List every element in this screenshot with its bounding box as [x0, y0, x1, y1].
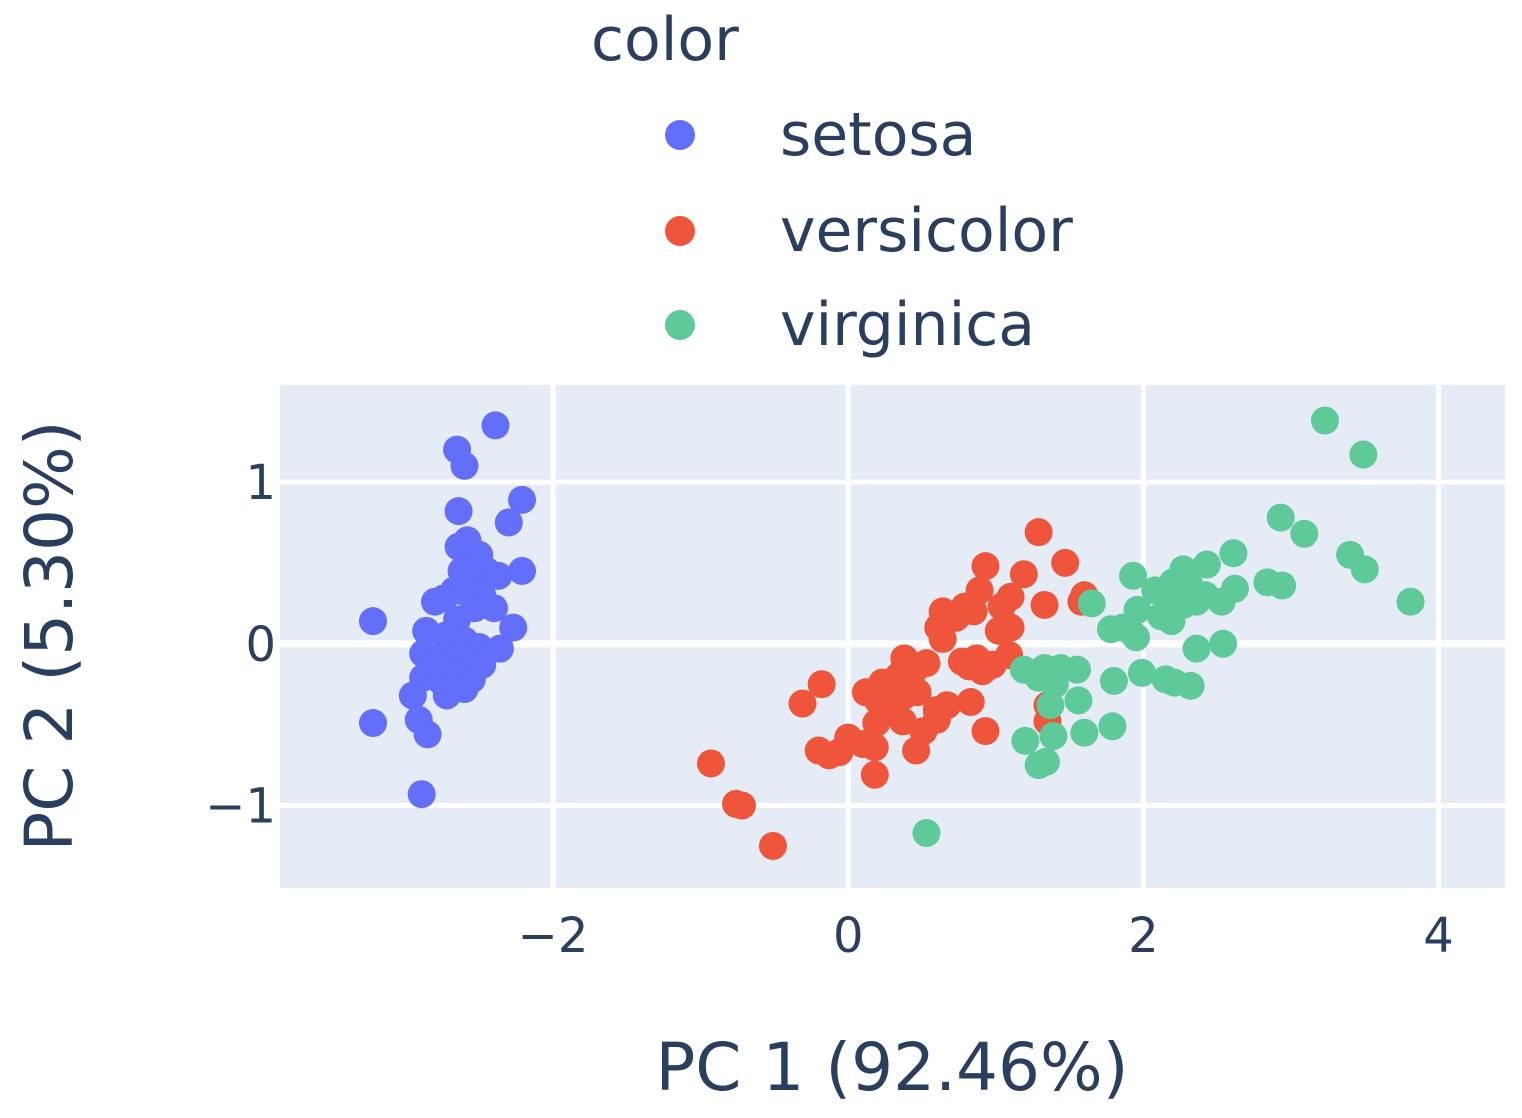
data-point-virginica [1176, 671, 1205, 700]
legend-label-setosa: setosa [780, 100, 976, 170]
data-point-setosa [480, 594, 509, 623]
data-point-setosa [485, 634, 514, 663]
data-point-versicolor [862, 709, 891, 738]
data-point-virginica [1219, 539, 1248, 568]
x-tick-label: −2 [518, 908, 589, 964]
data-point-setosa [494, 508, 523, 537]
data-point-versicolor [971, 717, 1000, 746]
data-point-setosa [465, 540, 494, 569]
data-point-virginica [1192, 550, 1221, 579]
data-point-setosa [358, 709, 387, 738]
data-point-virginica [1039, 721, 1068, 750]
data-point-virginica [912, 819, 941, 848]
y-tick-label: 1 [245, 455, 276, 511]
data-point-setosa [423, 647, 452, 676]
data-point-versicolor [860, 760, 889, 789]
data-point-versicolor [928, 624, 957, 653]
data-point-versicolor [815, 741, 844, 770]
legend-title: color [591, 5, 739, 75]
data-point-virginica [1127, 658, 1156, 687]
data-point-versicolor [902, 736, 931, 765]
data-point-versicolor [1030, 590, 1059, 619]
data-point-virginica [1209, 629, 1238, 658]
legend: color setosa versicolor virginica [591, 5, 1073, 360]
data-point-virginica [1350, 555, 1379, 584]
data-point-setosa [407, 780, 436, 809]
data-point-virginica [1064, 686, 1093, 715]
data-point-virginica [1077, 589, 1106, 618]
data-point-setosa [413, 720, 442, 749]
data-point-virginica [1099, 666, 1128, 695]
data-point-versicolor [807, 670, 836, 699]
data-point-virginica [1349, 440, 1378, 469]
data-point-versicolor [1051, 548, 1080, 577]
data-point-setosa [447, 556, 476, 585]
data-point-setosa [460, 594, 489, 623]
data-point-virginica [1098, 712, 1127, 741]
legend-entries: setosa versicolor virginica [665, 100, 1073, 360]
data-point-setosa [508, 485, 537, 514]
x-tick-label: 4 [1423, 908, 1454, 964]
legend-label-virginica: virginica [780, 290, 1035, 360]
x-axis-title: PC 1 (92.46%) [656, 1029, 1129, 1106]
data-point-setosa [508, 556, 537, 585]
data-point-virginica [1011, 726, 1040, 755]
data-points [358, 406, 1425, 860]
data-point-virginica [1396, 587, 1425, 616]
data-point-virginica [1040, 670, 1069, 699]
data-point-versicolor [971, 552, 1000, 581]
data-point-setosa [484, 561, 513, 590]
data-point-virginica [1157, 607, 1186, 636]
data-point-versicolor [987, 592, 1016, 621]
data-point-virginica [1108, 613, 1137, 642]
data-point-virginica [1024, 751, 1053, 780]
data-point-setosa [358, 607, 387, 636]
data-point-virginica [1036, 691, 1065, 720]
data-point-versicolor [956, 688, 985, 717]
data-point-versicolor [696, 749, 725, 778]
data-point-virginica [1119, 561, 1148, 590]
data-point-versicolor [860, 733, 889, 762]
data-point-setosa [420, 587, 449, 616]
y-tick-label: 0 [245, 617, 276, 673]
legend-marker-versicolor [665, 216, 695, 246]
data-point-virginica [1207, 587, 1236, 616]
data-point-versicolor [1024, 518, 1053, 547]
data-point-setosa [450, 675, 479, 704]
data-point-virginica [1290, 519, 1319, 548]
data-point-setosa [450, 451, 479, 480]
data-point-versicolor [968, 657, 997, 686]
x-tick-label: 0 [833, 908, 864, 964]
x-tick-label: 2 [1128, 908, 1159, 964]
data-point-versicolor [727, 791, 756, 820]
data-point-versicolor [788, 689, 817, 718]
legend-marker-virginica [665, 310, 695, 340]
data-point-versicolor [1009, 560, 1038, 589]
data-point-virginica [1062, 655, 1091, 684]
data-point-setosa [481, 411, 510, 440]
data-point-setosa [499, 613, 528, 642]
data-point-virginica [1268, 571, 1297, 600]
data-point-virginica [1070, 718, 1099, 747]
tick-labels: −2 0 2 4 −1 0 1 [205, 455, 1454, 964]
data-point-virginica [1266, 503, 1295, 532]
data-point-virginica [1182, 634, 1211, 663]
y-tick-label: −1 [205, 779, 276, 835]
y-axis-title: PC 2 (5.30%) [11, 421, 88, 852]
data-point-setosa [398, 681, 427, 710]
data-point-versicolor [903, 678, 932, 707]
data-point-versicolor [758, 831, 787, 860]
data-point-virginica [1310, 406, 1339, 435]
legend-label-versicolor: versicolor [780, 196, 1073, 266]
data-point-setosa [444, 497, 473, 526]
data-point-versicolor [984, 616, 1013, 645]
legend-marker-setosa [665, 120, 695, 150]
